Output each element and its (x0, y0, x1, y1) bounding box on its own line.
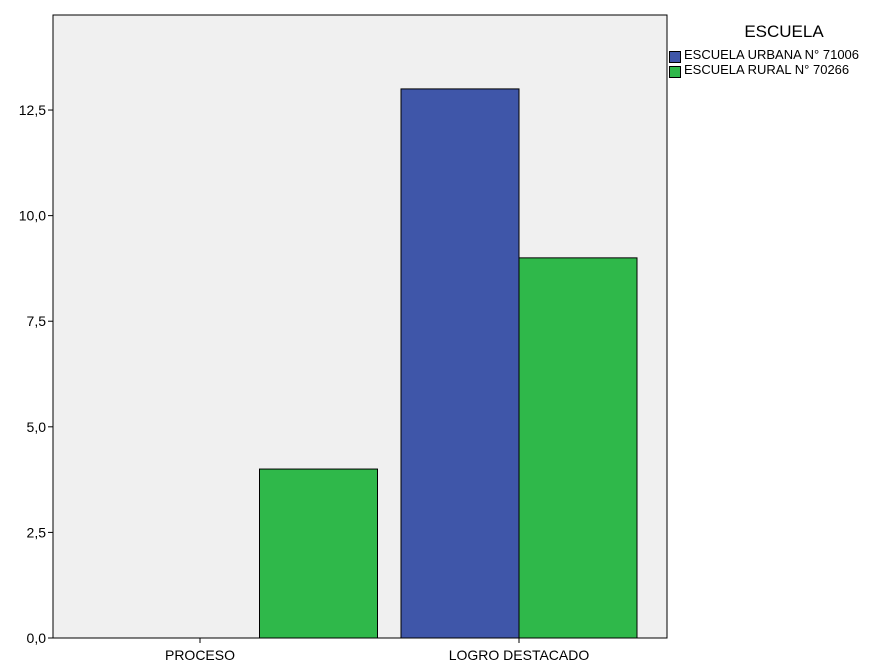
legend: ESCUELA ESCUELA URBANA N° 71006 ESCUELA … (668, 22, 893, 78)
y-axis: 0,0 2,5 5,0 7,5 10,0 12,5 (19, 102, 53, 646)
x-axis: PROCESO LOGRO DESTACADO (165, 638, 589, 663)
y-tick-label: 5,0 (27, 419, 47, 435)
y-tick-label: 12,5 (19, 102, 46, 118)
bar-urbana-logro-destacado (400, 88, 520, 639)
legend-label-urbana: ESCUELA URBANA N° 71006 (684, 47, 860, 62)
legend-swatch-rural (669, 66, 681, 78)
legend-item-urbana: ESCUELA URBANA N° 71006 (668, 48, 893, 63)
y-tick-label: 2,5 (27, 524, 47, 540)
y-tick-label: 10,0 (19, 208, 46, 224)
legend-swatch-urbana (669, 51, 681, 63)
x-category-label: LOGRO DESTACADO (449, 647, 590, 663)
x-category-label: PROCESO (165, 647, 235, 663)
legend-label-rural: ESCUELA RURAL N° 70266 (684, 62, 850, 77)
legend-item-rural: ESCUELA RURAL N° 70266 (668, 63, 893, 78)
bars (259, 88, 638, 639)
y-tick-label: 0,0 (27, 630, 47, 646)
bar-rural-proceso (259, 468, 378, 639)
y-tick-label: 7,5 (27, 313, 47, 329)
bar-rural-logro-destacado (518, 257, 638, 639)
legend-title: ESCUELA (744, 22, 824, 41)
